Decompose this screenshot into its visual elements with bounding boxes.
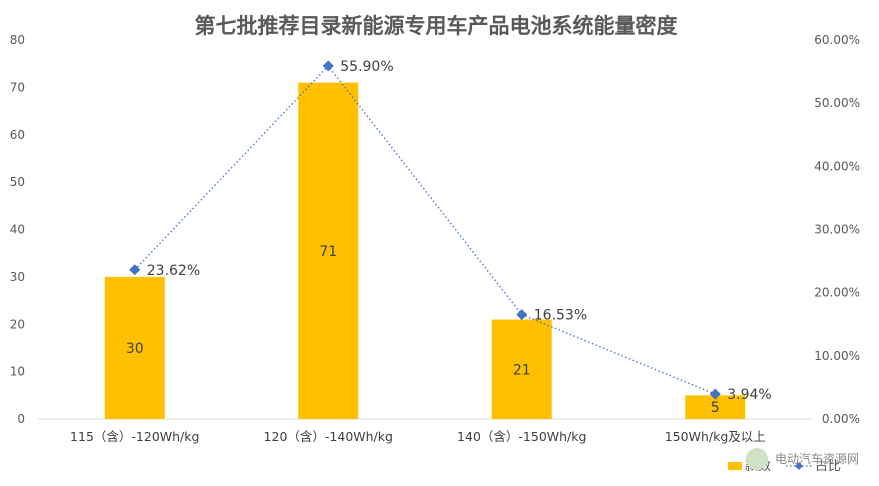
legend-line-label: 占比	[815, 459, 841, 474]
line-point-marker	[516, 309, 528, 321]
y-tick-left: 40	[10, 223, 25, 237]
x-tick-label: 115（含）-120Wh/kg	[70, 429, 199, 444]
bar-data-label: 5	[711, 400, 720, 416]
line-series: 23.62% 55.90% 16.53% 3.94%	[129, 59, 772, 403]
y-tick-right: 0.00%	[822, 412, 860, 426]
y-tick-right: 30.00%	[814, 223, 860, 237]
legend-bar-swatch	[728, 462, 742, 470]
y-tick-right: 10.00%	[814, 349, 860, 363]
bar	[685, 395, 746, 419]
y-tick-left: 80	[10, 33, 25, 47]
watermark: 电动汽车资源网	[746, 448, 859, 470]
y-tick-left: 0	[17, 412, 25, 426]
line-point-marker	[129, 264, 141, 276]
bar	[298, 82, 359, 419]
y-tick-left: 50	[10, 175, 25, 189]
bar-series: 30 71 21 5	[104, 82, 746, 419]
legend-line-marker	[795, 462, 803, 470]
x-tick-label: 120（含）-140Wh/kg	[264, 429, 393, 444]
x-tick-label: 140（含）-150Wh/kg	[457, 429, 586, 444]
line-point-marker	[322, 60, 334, 72]
watermark-text: 电动汽车资源网	[775, 451, 859, 466]
y-tick-left: 70	[10, 80, 25, 94]
y-tick-left: 30	[10, 270, 25, 284]
axes: 0 10 20 30 40 50 60 70 80 0.00% 10.00% 20.00% 30.00%…	[10, 33, 860, 444]
line-path	[134, 64, 716, 395]
bar-data-label: 30	[126, 341, 144, 357]
line-data-label: 16.53%	[534, 308, 587, 324]
watermark-logo-icon	[746, 448, 768, 470]
x-tick-label: 150Wh/kg及以上	[665, 429, 766, 444]
y-tick-right: 50.00%	[814, 96, 860, 110]
bar	[104, 276, 165, 419]
y-tick-right: 60.00%	[814, 33, 860, 47]
line-point-marker	[709, 388, 721, 400]
y-tick-right: 20.00%	[814, 286, 860, 300]
chart-title: 第七批推荐目录新能源专用车产品电池系统能量密度	[195, 14, 678, 38]
bar	[491, 319, 552, 419]
line-data-label: 3.94%	[727, 387, 771, 403]
y-tick-right: 40.00%	[814, 159, 860, 173]
line-data-label: 23.62%	[147, 263, 200, 279]
y-tick-left: 20	[10, 317, 25, 331]
bar-data-label: 21	[513, 362, 531, 378]
y-tick-left: 10	[10, 365, 25, 379]
bar-data-label: 71	[319, 244, 337, 260]
line-data-label: 55.90%	[340, 59, 393, 75]
y-tick-left: 60	[10, 128, 25, 142]
